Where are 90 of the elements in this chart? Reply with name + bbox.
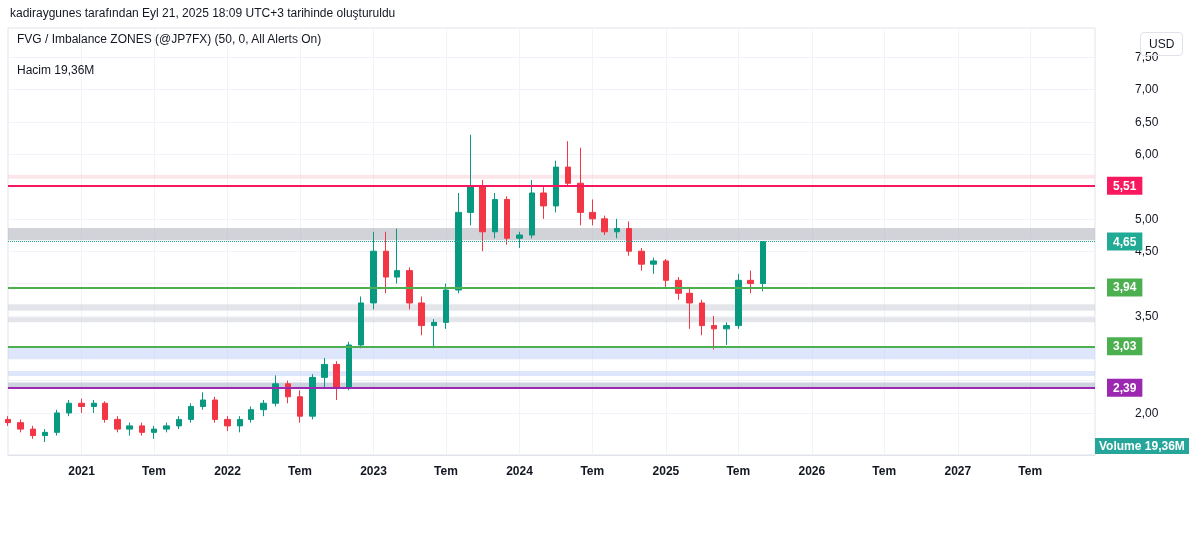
candlestick xyxy=(663,258,669,288)
candlestick xyxy=(176,415,182,430)
candlestick xyxy=(394,228,400,285)
x-tick-label: 2024 xyxy=(506,464,534,478)
candlestick xyxy=(747,270,754,294)
y-tick-label: 6,50 xyxy=(1135,114,1159,129)
candlestick xyxy=(102,400,108,424)
candlestick xyxy=(346,341,352,391)
x-tick-label: Tem xyxy=(434,464,458,478)
candlestick xyxy=(529,179,535,239)
candlestick xyxy=(200,391,206,411)
candlestick xyxy=(188,402,194,424)
candlestick xyxy=(370,231,377,310)
candlestick xyxy=(479,179,486,252)
candlestick xyxy=(237,415,243,433)
x-tick-label: Tem xyxy=(288,464,312,478)
candlestick xyxy=(78,398,85,414)
y-tick-label: 5,00 xyxy=(1135,211,1159,226)
x-tick-label: Tem xyxy=(1018,464,1043,478)
ref-line-label: 4,65 xyxy=(1113,234,1137,249)
candlestick xyxy=(760,241,766,292)
candlestick xyxy=(638,247,645,272)
candlestick xyxy=(248,405,254,424)
candlestick xyxy=(699,299,705,336)
x-tick-label: Tem xyxy=(872,464,897,478)
x-tick-label: Tem xyxy=(726,464,751,478)
candlestick xyxy=(540,186,547,220)
candlestick xyxy=(54,409,60,437)
candlestick xyxy=(260,399,267,417)
candlestick xyxy=(626,220,632,257)
candlestick xyxy=(42,428,48,443)
candlestick xyxy=(650,257,657,275)
candlestick xyxy=(139,422,145,437)
candlestick xyxy=(565,140,571,188)
ref-line-label: 3,94 xyxy=(1113,280,1137,295)
candlestick xyxy=(224,415,231,432)
candlestick xyxy=(30,425,36,440)
candlestick xyxy=(553,160,559,213)
candlestick xyxy=(431,318,437,349)
x-tick-label: 2022 xyxy=(214,464,242,478)
x-tick-label: Tem xyxy=(142,464,166,478)
x-tick-label: Tem xyxy=(580,464,605,478)
annotation: Hacim 19,36M xyxy=(17,63,95,77)
x-tick-label: 2027 xyxy=(944,464,972,478)
candlestick xyxy=(418,295,425,336)
candlestick xyxy=(5,415,11,427)
chart-title: FVG / Imbalance ZONES (@JP7FX) (50, 0, All Alerts On) xyxy=(17,32,322,46)
candlestick xyxy=(151,425,157,440)
candlestick xyxy=(601,215,608,236)
y-tick-label: 3,50 xyxy=(1135,308,1159,323)
candlestick xyxy=(66,399,72,417)
candlestick xyxy=(383,231,389,294)
ref-line-label: 3,03 xyxy=(1113,339,1137,354)
candlestick xyxy=(297,389,303,424)
candlestick xyxy=(358,295,364,349)
candlestick xyxy=(17,418,24,433)
candlestick xyxy=(516,231,523,249)
ref-line-label: 2,39 xyxy=(1113,380,1137,395)
candlestick xyxy=(91,399,97,414)
candlestick xyxy=(309,373,316,420)
candlestick xyxy=(735,273,742,330)
candlestick xyxy=(163,422,170,433)
x-tick-label: 2025 xyxy=(652,464,680,478)
y-tick-label: 2,00 xyxy=(1135,405,1159,420)
candlestick xyxy=(455,192,462,294)
y-tick-label: 6,00 xyxy=(1135,147,1159,162)
candlestick xyxy=(467,134,474,226)
candlestick xyxy=(321,357,328,388)
candlestick xyxy=(212,396,218,424)
x-tick-label: 2023 xyxy=(360,464,388,478)
text: Volume 19,36M xyxy=(1095,438,1189,454)
y-tick-label: 7,00 xyxy=(1135,82,1159,97)
candlestick xyxy=(492,192,498,239)
x-tick-label: 2021 xyxy=(68,464,96,478)
chart-subtitle: kadiraygunes tarafından Eyl 21, 2025 18:09 UTC+3 tarihinde oluşturuldu xyxy=(10,6,396,20)
candlestick xyxy=(272,374,279,407)
candlestick xyxy=(577,147,584,226)
candlestick xyxy=(114,415,121,433)
ref-line-label: 5,51 xyxy=(1113,178,1137,193)
candlestick xyxy=(686,286,693,330)
x-tick-label: 2026 xyxy=(798,464,826,478)
candlestick xyxy=(589,198,596,226)
candlestick xyxy=(614,218,620,239)
candlestick xyxy=(406,266,413,310)
candlestick xyxy=(443,283,449,330)
candlestick xyxy=(711,315,717,351)
candlestick xyxy=(723,321,730,346)
candlestick xyxy=(333,360,340,401)
candlestick xyxy=(126,422,133,437)
candlestick xyxy=(504,195,510,246)
